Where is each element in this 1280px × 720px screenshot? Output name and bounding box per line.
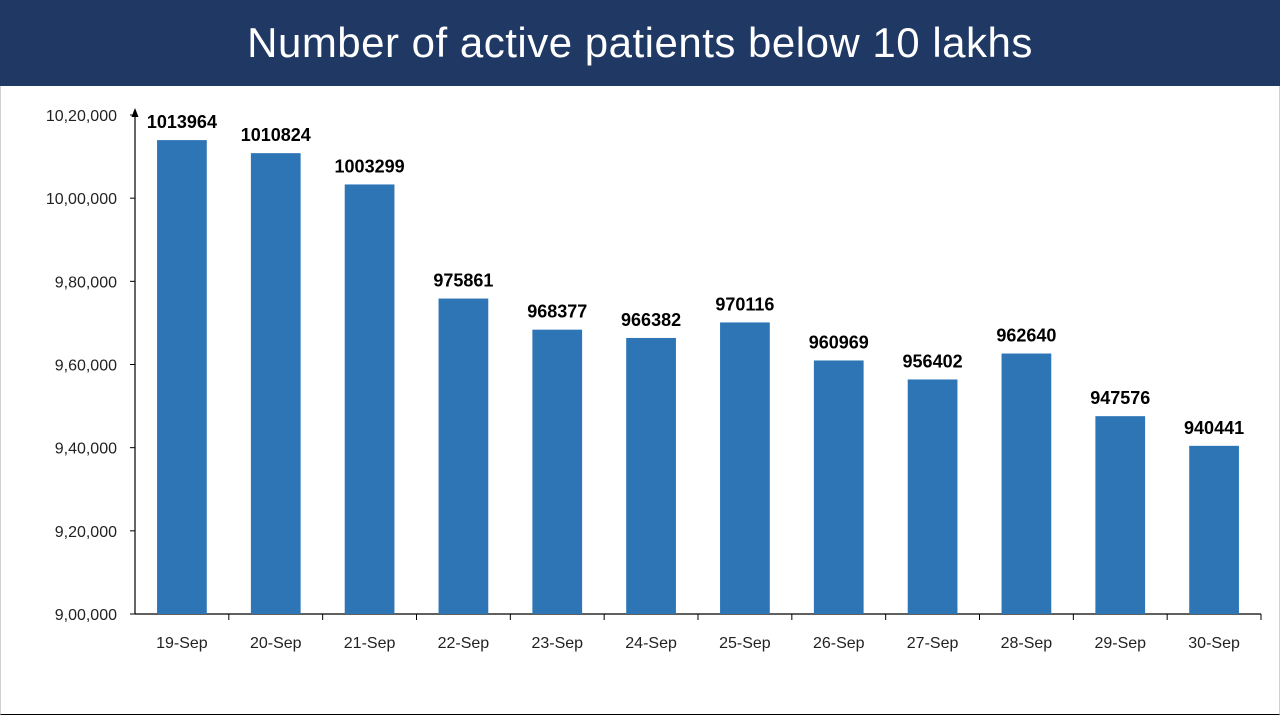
bar <box>1095 416 1146 614</box>
y-tick-label: 9,40,000 <box>55 441 117 458</box>
x-tick-label: 21-Sep <box>344 635 396 652</box>
x-tick-label: 23-Sep <box>531 635 583 652</box>
x-tick-label: 25-Sep <box>719 635 771 652</box>
bar <box>157 140 207 614</box>
bar <box>1189 445 1239 614</box>
bar <box>1001 353 1052 614</box>
data-label: 956402 <box>903 351 963 371</box>
y-axis-arrow <box>131 108 139 117</box>
bar <box>813 360 864 614</box>
bar <box>250 153 301 614</box>
y-tick-label: 9,80,000 <box>55 274 117 291</box>
bar-series <box>157 140 1239 614</box>
x-tick-label: 24-Sep <box>625 635 677 652</box>
x-tick-label: 19-Sep <box>156 635 208 652</box>
title-banner: Number of active patients below 10 lakhs <box>0 0 1280 86</box>
x-tick-label: 22-Sep <box>438 635 490 652</box>
x-tick-label: 29-Sep <box>1094 635 1146 652</box>
data-label: 968377 <box>527 302 587 322</box>
x-axis: 19-Sep 20-Sep 21-Sep 22-Sep 23-Sep 24-Sep 25-S… <box>135 613 1262 652</box>
x-tick-label: 27-Sep <box>907 635 959 652</box>
page-title: Number of active patients below 10 lakhs <box>247 19 1033 66</box>
x-tick-label: 30-Sep <box>1188 635 1240 652</box>
data-label: 975861 <box>433 271 493 291</box>
chart-frame: 9,00,000 9,20,000 9,40,000 9,60,000 9,80,000… <box>0 86 1280 715</box>
bar <box>344 184 395 614</box>
data-label: 1013964 <box>147 112 217 132</box>
data-label: 966382 <box>621 310 681 330</box>
y-axis: 9,00,000 9,20,000 9,40,000 9,60,000 9,80,000… <box>46 108 139 624</box>
x-tick-label: 28-Sep <box>1001 635 1053 652</box>
data-label: 1003299 <box>335 156 405 176</box>
data-label: 970116 <box>715 294 774 314</box>
data-label: 960969 <box>809 332 869 352</box>
bar <box>907 379 958 614</box>
bar-chart: 9,00,000 9,20,000 9,40,000 9,60,000 9,80,000… <box>46 108 1262 652</box>
bar <box>532 329 583 614</box>
x-tick-label: 26-Sep <box>813 635 865 652</box>
y-tick-label: 9,60,000 <box>55 358 117 375</box>
data-labels: 1013964 1010824 1003299 975861 968377 966382 9… <box>147 112 1244 438</box>
y-tick-label: 10,00,000 <box>46 191 117 208</box>
y-tick-label: 9,00,000 <box>55 607 117 624</box>
data-label: 947576 <box>1090 388 1150 408</box>
x-tick-label: 20-Sep <box>250 635 302 652</box>
y-tick-label: 9,20,000 <box>55 524 117 541</box>
bar <box>720 322 770 614</box>
bar <box>626 337 676 614</box>
bar <box>438 298 489 614</box>
data-label: 962640 <box>996 326 1056 346</box>
y-tick-label: 10,20,000 <box>46 108 117 125</box>
data-label: 940441 <box>1184 418 1244 438</box>
data-label: 1010824 <box>241 125 311 145</box>
